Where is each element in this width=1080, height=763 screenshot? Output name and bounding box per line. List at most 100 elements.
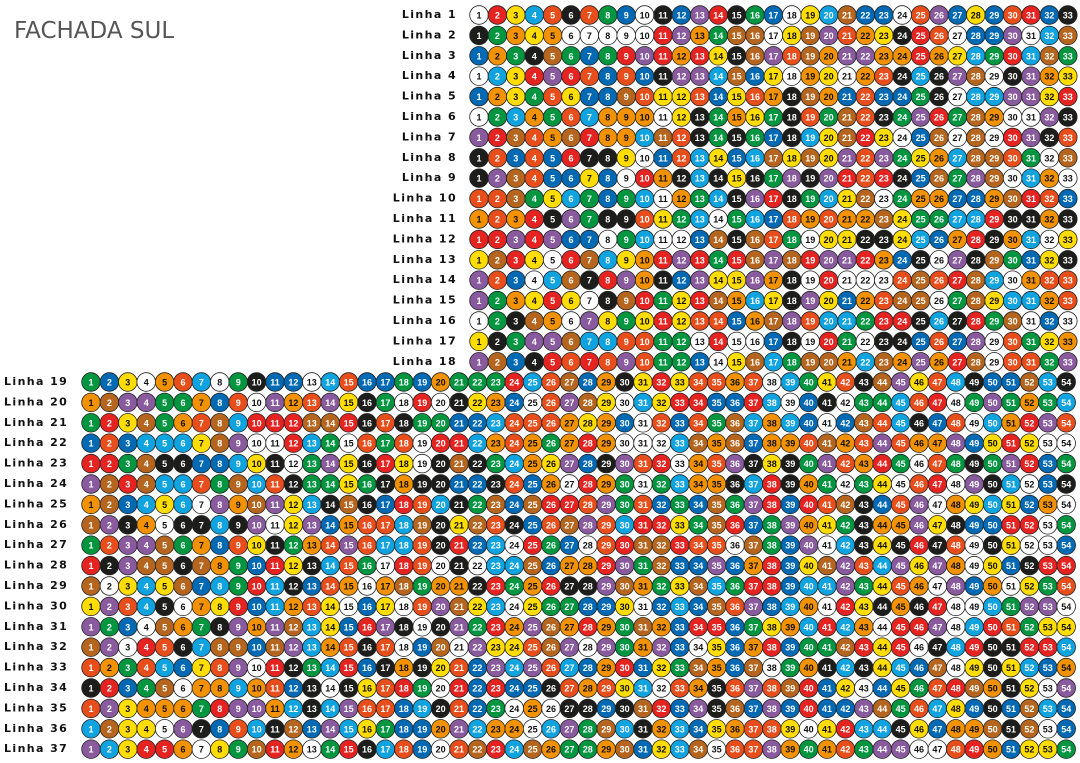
tile-number: 8 bbox=[217, 582, 222, 592]
tile-number: 32 bbox=[1044, 31, 1054, 41]
tile-number: 12 bbox=[676, 235, 686, 245]
tile-number: 38 bbox=[767, 704, 777, 714]
tile-number: 11 bbox=[658, 215, 668, 225]
tile-number: 25 bbox=[528, 724, 538, 734]
tile-number: 31 bbox=[1026, 357, 1036, 367]
tile-number: 20 bbox=[436, 541, 446, 551]
tile-number: 35 bbox=[712, 663, 722, 673]
tile-number: 18 bbox=[787, 51, 797, 61]
tile-number: 22 bbox=[472, 520, 482, 530]
tile-number: 13 bbox=[307, 459, 317, 469]
tile-number: 29 bbox=[989, 357, 999, 367]
tile-number: 27 bbox=[952, 276, 962, 286]
tile-number: 15 bbox=[344, 643, 354, 653]
tile-number: 35 bbox=[712, 520, 722, 530]
tile-number: 29 bbox=[989, 194, 999, 204]
tile-number: 31 bbox=[638, 643, 648, 653]
tile-number: 33 bbox=[675, 439, 685, 449]
tile-number: 13 bbox=[307, 439, 317, 449]
tile-number: 25 bbox=[528, 439, 538, 449]
tile-number: 9 bbox=[236, 582, 241, 592]
tile-number: 5 bbox=[550, 337, 555, 347]
tile-number: 7 bbox=[587, 51, 592, 61]
tile-number: 30 bbox=[1008, 357, 1018, 367]
tile-number: 33 bbox=[1063, 51, 1073, 61]
tile-number: 41 bbox=[822, 704, 832, 714]
tile-number: 18 bbox=[399, 582, 409, 592]
tile-number: 14 bbox=[713, 357, 723, 367]
tile-number: 5 bbox=[550, 72, 555, 82]
row: Linha 27 1 2 3 4 5 6 7 8 9 10 11 12 13 14 15 16 17 18 19 20 2… bbox=[4, 535, 1076, 555]
tile-number: 54 bbox=[1061, 684, 1071, 694]
tile-number: 8 bbox=[605, 357, 610, 367]
tile-number: 12 bbox=[676, 357, 686, 367]
tile-number: 28 bbox=[971, 276, 981, 286]
tile-number: 2 bbox=[107, 520, 112, 530]
tile-number: 40 bbox=[804, 398, 814, 408]
tile-number: 46 bbox=[914, 643, 924, 653]
tile-number: 22 bbox=[860, 51, 870, 61]
tile-number: 8 bbox=[605, 133, 610, 143]
tile bbox=[1058, 290, 1078, 311]
tile-number: 18 bbox=[787, 357, 797, 367]
tile-number: 49 bbox=[969, 622, 979, 632]
tile-number: 5 bbox=[550, 296, 555, 306]
tile-number: 3 bbox=[513, 317, 518, 327]
tile-number: 6 bbox=[568, 72, 573, 82]
tile-number: 28 bbox=[971, 235, 981, 245]
tile-number: 32 bbox=[1044, 235, 1054, 245]
tile-number: 20 bbox=[824, 174, 834, 184]
tile-number: 33 bbox=[1063, 11, 1073, 21]
tile-number: 20 bbox=[436, 439, 446, 449]
tile-number: 35 bbox=[712, 745, 722, 755]
tile bbox=[1058, 209, 1078, 229]
tile-number: 1 bbox=[88, 500, 93, 510]
tile-number: 1 bbox=[476, 92, 481, 102]
tile-number: 15 bbox=[732, 174, 742, 184]
tile-number: 18 bbox=[399, 745, 409, 755]
tile-number: 20 bbox=[436, 378, 446, 388]
tile-number: 44 bbox=[877, 418, 887, 428]
tile-number: 43 bbox=[859, 500, 869, 510]
tile-number: 15 bbox=[732, 235, 742, 245]
tile-number: 14 bbox=[713, 133, 723, 143]
row-label: Linha 22 bbox=[4, 436, 68, 449]
tile-number: 18 bbox=[399, 561, 409, 571]
tile-number: 7 bbox=[199, 582, 204, 592]
row-label: Linha 29 bbox=[4, 579, 68, 592]
tile-number: 35 bbox=[712, 561, 722, 571]
tile-number: 33 bbox=[675, 643, 685, 653]
tile-number: 9 bbox=[236, 398, 241, 408]
tile-number: 9 bbox=[236, 724, 241, 734]
tile-number: 28 bbox=[971, 194, 981, 204]
row-label: Linha 8 bbox=[402, 151, 457, 164]
tile-number: 10 bbox=[252, 745, 262, 755]
tile-number: 3 bbox=[513, 92, 518, 102]
tile-number: 5 bbox=[162, 398, 167, 408]
tile-number: 24 bbox=[509, 561, 519, 571]
tile-number: 1 bbox=[476, 235, 481, 245]
tile-number: 19 bbox=[417, 602, 427, 612]
tile-number: 52 bbox=[1024, 418, 1034, 428]
tile-number: 23 bbox=[879, 133, 889, 143]
tile-number: 35 bbox=[712, 541, 722, 551]
tile-number: 49 bbox=[969, 520, 979, 530]
tile-number: 16 bbox=[362, 378, 372, 388]
tile-number: 29 bbox=[989, 51, 999, 61]
tile-number: 38 bbox=[767, 378, 777, 388]
tile-number: 38 bbox=[767, 480, 777, 490]
tile-number: 10 bbox=[640, 92, 650, 102]
tile-number: 19 bbox=[805, 276, 815, 286]
tile-number: 3 bbox=[125, 398, 130, 408]
tile-number: 14 bbox=[325, 459, 335, 469]
tile-number: 20 bbox=[436, 602, 446, 612]
tile-number: 25 bbox=[916, 11, 926, 21]
tile-number: 28 bbox=[971, 357, 981, 367]
tile-number: 23 bbox=[879, 51, 889, 61]
tile-number: 41 bbox=[822, 459, 832, 469]
tile-number: 33 bbox=[1063, 133, 1073, 143]
tile-number: 42 bbox=[840, 643, 850, 653]
tile-number: 5 bbox=[162, 643, 167, 653]
tile-number: 21 bbox=[454, 378, 464, 388]
tile-number: 9 bbox=[624, 357, 629, 367]
